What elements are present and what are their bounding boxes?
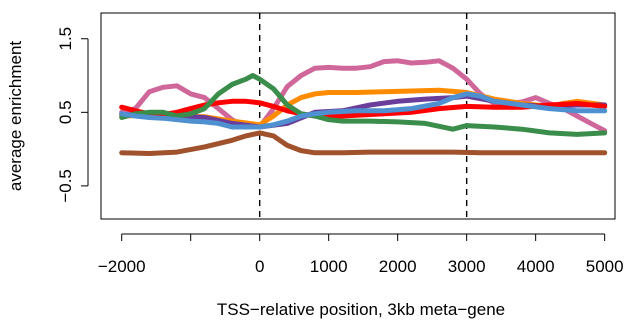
series-line xyxy=(119,91,608,130)
series-line xyxy=(119,130,608,156)
x-tick-label: 4000 xyxy=(517,257,555,276)
y-axis: −0.5 0.5 1.5 xyxy=(56,27,89,203)
y-tick-label: 0.5 xyxy=(56,100,75,124)
y-axis-label: average enrichment xyxy=(6,41,25,192)
x-tick-label: −2000 xyxy=(98,257,146,276)
y-tick-label: −0.5 xyxy=(56,169,75,203)
x-tick-label: 0 xyxy=(255,257,264,276)
x-axis-label: TSS−relative position, 3kb meta−gene xyxy=(217,300,505,319)
x-tick-label: 2000 xyxy=(379,257,417,276)
reference-lines xyxy=(258,13,468,219)
x-tick-label: 5000 xyxy=(586,257,624,276)
series-line xyxy=(119,73,608,137)
x-tick-label: 1000 xyxy=(310,257,348,276)
series-lines xyxy=(119,58,608,156)
x-axis: −2000 0 1000 2000 3000 4000 5000 xyxy=(98,233,624,276)
x-tick-label: 3000 xyxy=(448,257,486,276)
plot-frame xyxy=(100,12,616,220)
y-tick-label: 1.5 xyxy=(56,27,75,51)
